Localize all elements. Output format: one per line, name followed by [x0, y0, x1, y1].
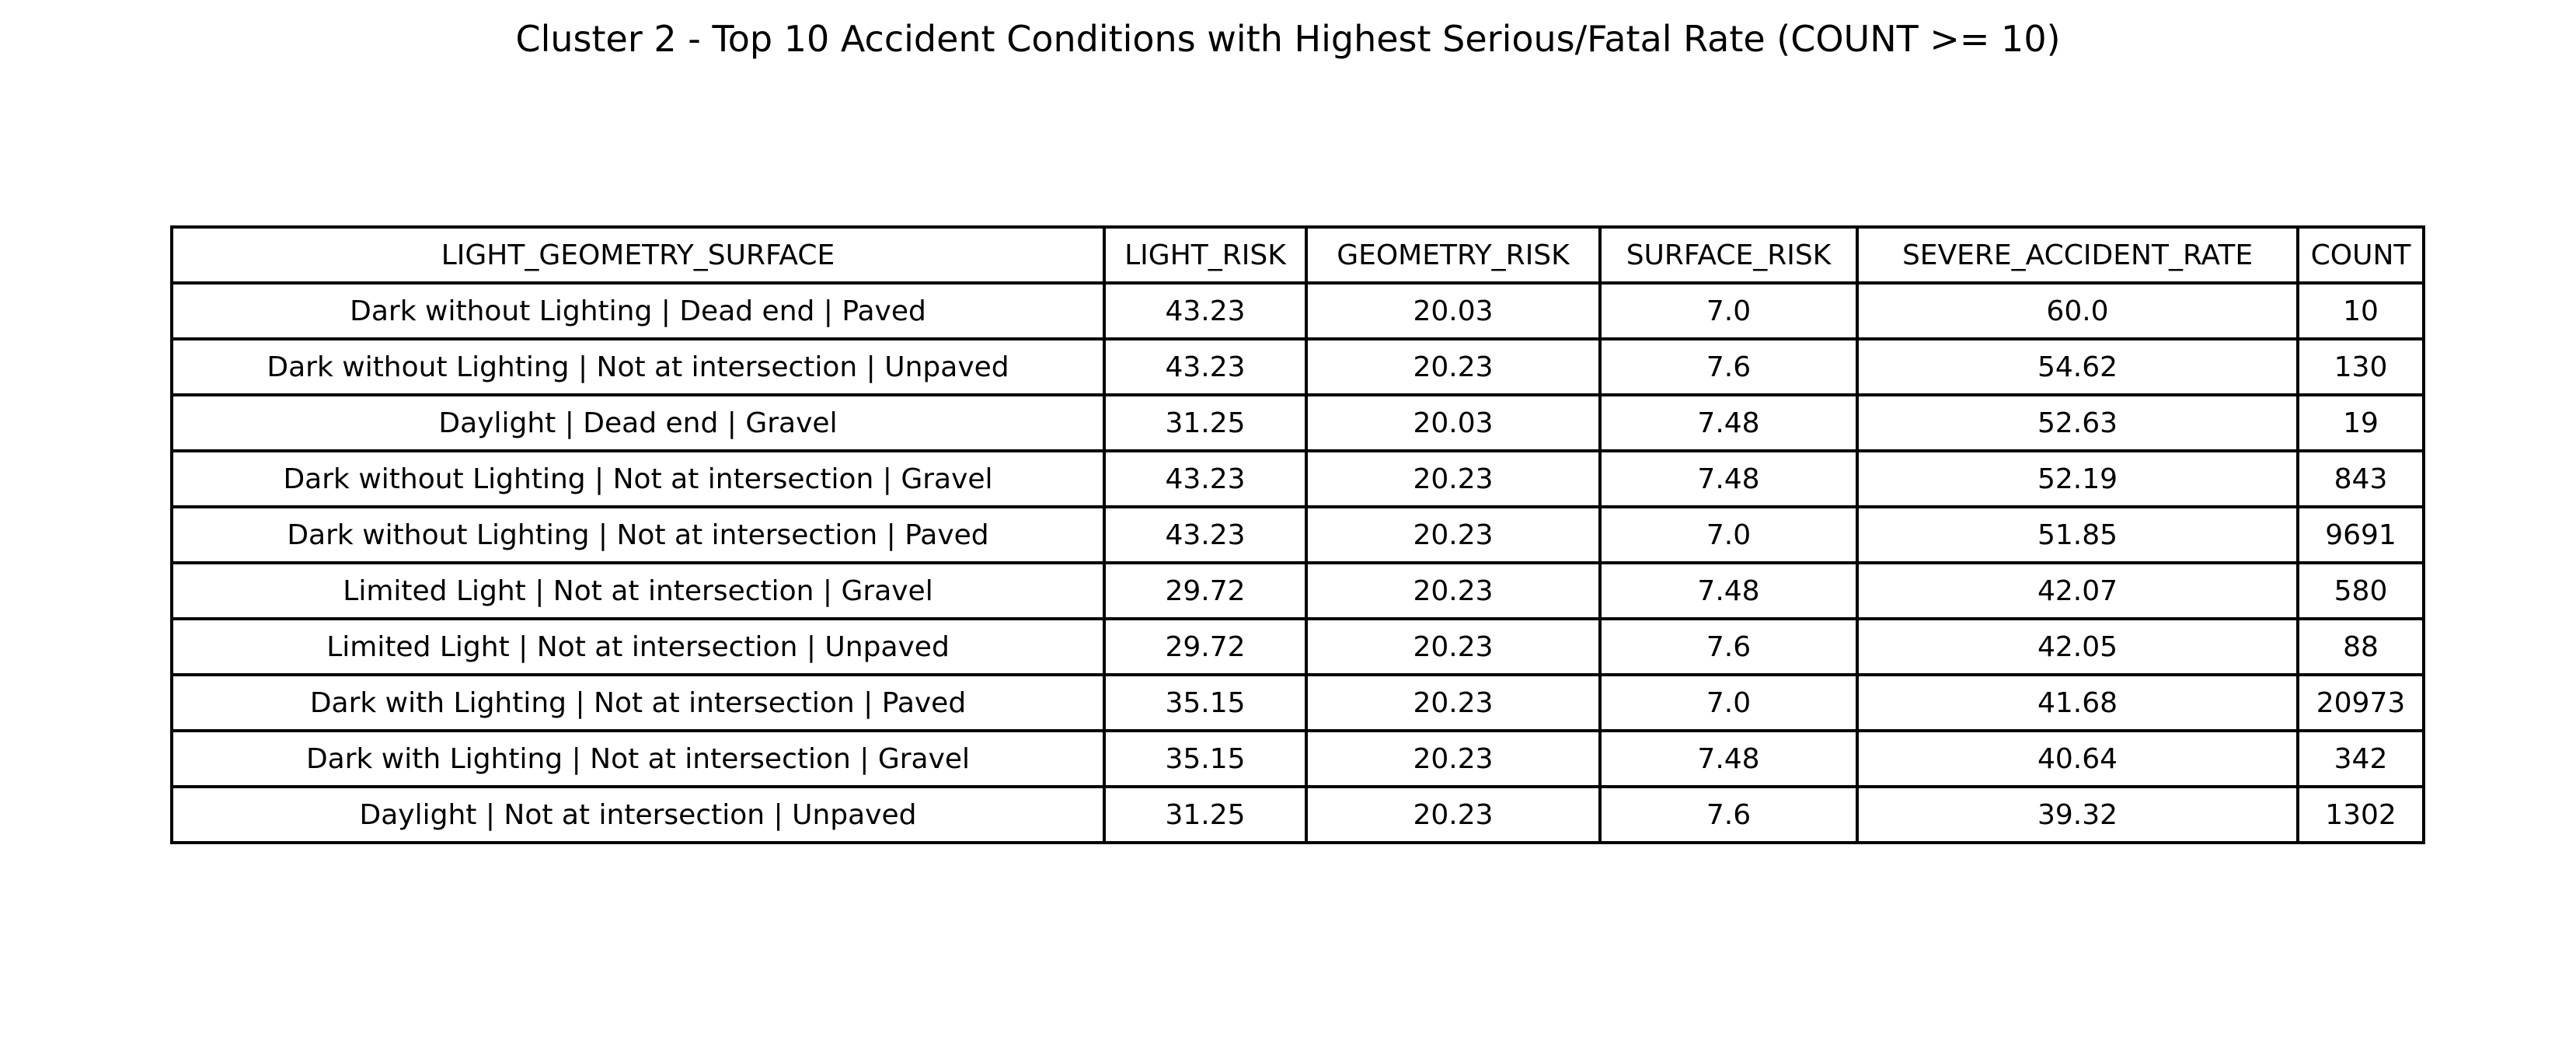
- table-cell: 19: [2296, 393, 2425, 452]
- table-cell: 7.48: [1598, 449, 1859, 508]
- table-cell: 20.23: [1305, 505, 1602, 564]
- column-header: SEVERE_ACCIDENT_RATE: [1856, 225, 2299, 285]
- table-cell: 843: [2296, 449, 2425, 508]
- table-body: Dark without Lighting | Dead end | Paved…: [170, 281, 2425, 844]
- table-cell: 580: [2296, 561, 2425, 620]
- table-cell: 54.62: [1856, 337, 2299, 396]
- table-row: Limited Light | Not at intersection | Un…: [170, 617, 2425, 676]
- table-cell: 20.03: [1305, 393, 1602, 452]
- table-cell: 1302: [2296, 785, 2425, 844]
- table-row: Daylight | Dead end | Gravel 31.25 20.03 7.…: [170, 393, 2425, 452]
- table-cell: 20.23: [1305, 729, 1602, 788]
- table-cell: 20.23: [1305, 561, 1602, 620]
- table-cell: 52.63: [1856, 393, 2299, 452]
- table-cell: Dark without Lighting | Not at intersect…: [170, 337, 1106, 396]
- table-cell: 10: [2296, 281, 2425, 340]
- table-cell: 7.6: [1598, 337, 1859, 396]
- column-header: SURFACE_RISK: [1598, 225, 1859, 285]
- chart-title: Cluster 2 - Top 10 Accident Conditions w…: [515, 18, 2061, 60]
- table-cell: Limited Light | Not at intersection | Un…: [170, 617, 1106, 676]
- table-cell: 42.05: [1856, 617, 2299, 676]
- table-cell: 7.6: [1598, 617, 1859, 676]
- table-cell: 20.03: [1305, 281, 1602, 340]
- table-cell: 9691: [2296, 505, 2425, 564]
- table-cell: 31.25: [1103, 785, 1308, 844]
- table-cell: Daylight | Dead end | Gravel: [170, 393, 1106, 452]
- table-cell: 31.25: [1103, 393, 1308, 452]
- table-cell: 43.23: [1103, 449, 1308, 508]
- table-cell: 7.0: [1598, 281, 1859, 340]
- table-cell: 40.64: [1856, 729, 2299, 788]
- table-row: Dark with Lighting | Not at intersection…: [170, 673, 2425, 732]
- table-cell: 88: [2296, 617, 2425, 676]
- data-table: LIGHT_GEOMETRY_SURFACE LIGHT_RISK GEOMET…: [170, 225, 2425, 844]
- table-cell: 7.48: [1598, 393, 1859, 452]
- table-cell: 43.23: [1103, 505, 1308, 564]
- table-cell: Limited Light | Not at intersection | Gr…: [170, 561, 1106, 620]
- table-cell: 20.23: [1305, 785, 1602, 844]
- table-cell: 20973: [2296, 673, 2425, 732]
- table-cell: 35.15: [1103, 673, 1308, 732]
- table-cell: 43.23: [1103, 337, 1308, 396]
- table-cell: Dark with Lighting | Not at intersection…: [170, 673, 1106, 732]
- table-cell: 60.0: [1856, 281, 2299, 340]
- table-cell: 20.23: [1305, 449, 1602, 508]
- table-cell: 130: [2296, 337, 2425, 396]
- header-row: LIGHT_GEOMETRY_SURFACE LIGHT_RISK GEOMET…: [170, 225, 2425, 285]
- table-cell: Daylight | Not at intersection | Unpaved: [170, 785, 1106, 844]
- table-row: Dark without Lighting | Not at intersect…: [170, 449, 2425, 508]
- table-cell: 20.23: [1305, 673, 1602, 732]
- table-cell: 29.72: [1103, 561, 1308, 620]
- table-cell: 7.0: [1598, 505, 1859, 564]
- table-cell: Dark without Lighting | Not at intersect…: [170, 505, 1106, 564]
- table-row: Dark without Lighting | Not at intersect…: [170, 505, 2425, 564]
- table-row: Daylight | Not at intersection | Unpaved…: [170, 785, 2425, 844]
- table-cell: 39.32: [1856, 785, 2299, 844]
- column-header: LIGHT_GEOMETRY_SURFACE: [170, 225, 1106, 285]
- table-cell: 7.6: [1598, 785, 1859, 844]
- table-cell: 52.19: [1856, 449, 2299, 508]
- column-header: COUNT: [2296, 225, 2425, 285]
- table-cell: 20.23: [1305, 617, 1602, 676]
- table-cell: 35.15: [1103, 729, 1308, 788]
- column-header: LIGHT_RISK: [1103, 225, 1308, 285]
- table-cell: 41.68: [1856, 673, 2299, 732]
- table-cell: 342: [2296, 729, 2425, 788]
- table-cell: 29.72: [1103, 617, 1308, 676]
- table-cell: 7.48: [1598, 561, 1859, 620]
- table-cell: Dark without Lighting | Not at intersect…: [170, 449, 1106, 508]
- table-cell: 7.48: [1598, 729, 1859, 788]
- table-row: Dark with Lighting | Not at intersection…: [170, 729, 2425, 788]
- table-cell: 20.23: [1305, 337, 1602, 396]
- table-row: Limited Light | Not at intersection | Gr…: [170, 561, 2425, 620]
- table-cell: Dark without Lighting | Dead end | Paved: [170, 281, 1106, 340]
- table-cell: 7.0: [1598, 673, 1859, 732]
- table-cell: Dark with Lighting | Not at intersection…: [170, 729, 1106, 788]
- table-row: Dark without Lighting | Not at intersect…: [170, 337, 2425, 396]
- table-cell: 42.07: [1856, 561, 2299, 620]
- table-row: Dark without Lighting | Dead end | Paved…: [170, 281, 2425, 340]
- table-cell: 51.85: [1856, 505, 2299, 564]
- column-header: GEOMETRY_RISK: [1305, 225, 1602, 285]
- table-cell: 43.23: [1103, 281, 1308, 340]
